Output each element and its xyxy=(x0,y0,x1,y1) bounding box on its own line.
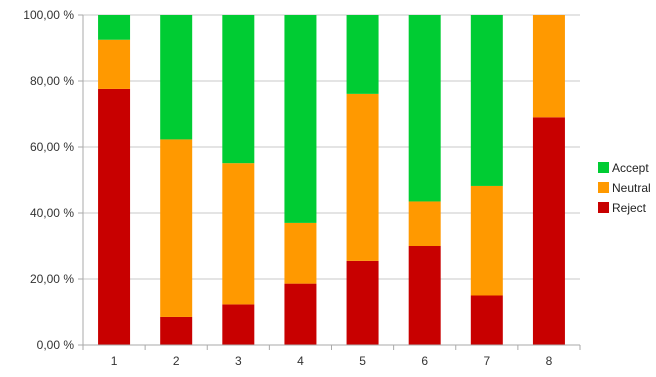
bars-layer xyxy=(98,15,565,346)
grid-layer xyxy=(83,14,580,346)
bar-segment-accept-1 xyxy=(98,15,131,40)
legend-swatch-neutral xyxy=(598,182,609,193)
bar-segment-neutral-5 xyxy=(346,93,379,261)
bar-segment-reject-8 xyxy=(532,117,565,345)
y-tick-label: 100,00 % xyxy=(23,8,74,22)
legend-label-accept: Accept xyxy=(612,161,649,175)
legend-swatch-reject xyxy=(598,202,609,213)
legend-label-neutral: Neutral xyxy=(612,181,651,195)
x-tick-label: 5 xyxy=(359,354,366,368)
x-tick-label: 4 xyxy=(297,354,304,368)
bar-segment-accept-4 xyxy=(284,15,317,223)
bar-segment-reject-1 xyxy=(98,88,131,346)
y-tick-label: 0,00 % xyxy=(37,338,75,352)
bar-segment-reject-4 xyxy=(284,283,317,345)
bar-segment-neutral-3 xyxy=(222,163,255,305)
bar-segment-accept-6 xyxy=(408,15,441,202)
bar-segment-neutral-7 xyxy=(470,185,503,296)
bar-segment-reject-6 xyxy=(408,246,441,345)
y-axis-ticks: 0,00 % 20,00 % 40,00 % 60,00 % 80,00 % 100,00… xyxy=(23,8,83,352)
x-axis-ticks: 1 2 3 4 5 6 7 8 xyxy=(82,345,581,368)
bar-segment-accept-7 xyxy=(470,15,503,186)
bar-segment-reject-2 xyxy=(160,316,193,345)
bar-segment-accept-2 xyxy=(160,15,193,140)
x-tick-label: 3 xyxy=(235,354,242,368)
y-tick-label: 60,00 % xyxy=(30,140,74,154)
bar-segment-reject-7 xyxy=(470,295,503,345)
x-tick-label: 8 xyxy=(546,354,553,368)
bar-segment-neutral-1 xyxy=(98,39,131,89)
bar-segment-reject-3 xyxy=(222,304,255,345)
x-tick-label: 1 xyxy=(111,354,118,368)
x-tick-label: 2 xyxy=(173,354,180,368)
legend-label-reject: Reject xyxy=(612,201,647,215)
axes-layer xyxy=(82,15,580,346)
bar-segment-neutral-4 xyxy=(284,222,317,284)
bar-segment-accept-5 xyxy=(346,15,379,94)
bar-segment-neutral-6 xyxy=(408,201,441,246)
bar-segment-neutral-2 xyxy=(160,139,193,317)
bar-segment-accept-3 xyxy=(222,15,255,164)
x-tick-label: 6 xyxy=(421,354,428,368)
x-tick-label: 7 xyxy=(483,354,490,368)
y-tick-label: 40,00 % xyxy=(30,206,74,220)
legend-swatch-accept xyxy=(598,162,609,173)
y-tick-label: 80,00 % xyxy=(30,74,74,88)
bar-segment-reject-5 xyxy=(346,260,379,345)
bar-segment-neutral-8 xyxy=(532,15,565,118)
y-tick-label: 20,00 % xyxy=(30,272,74,286)
legend: Accept Neutral Reject xyxy=(598,161,651,215)
